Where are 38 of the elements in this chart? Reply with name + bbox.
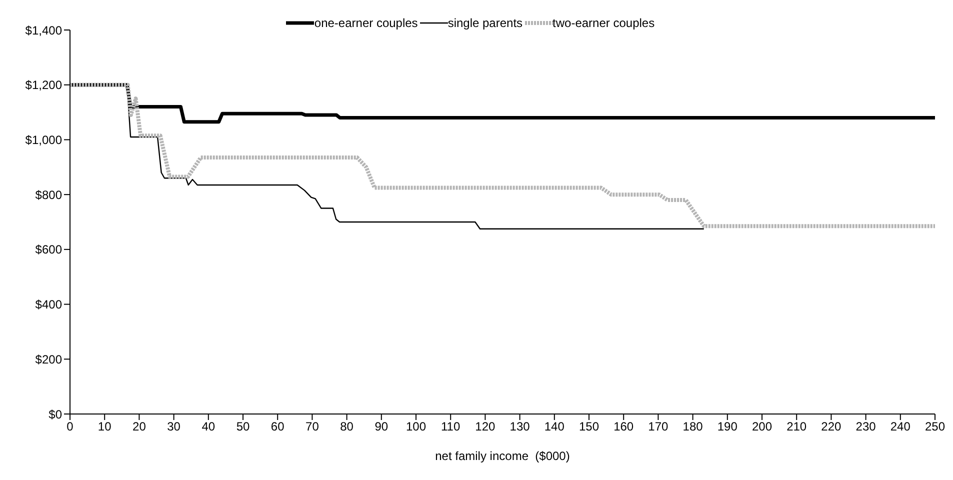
x-tick-label: 0 bbox=[66, 420, 74, 434]
x-tick-label: 250 bbox=[924, 420, 946, 434]
legend-label: two-earner couples bbox=[552, 16, 655, 30]
y-tick-label: $0 bbox=[48, 407, 62, 422]
x-tick-label: 170 bbox=[648, 420, 669, 434]
x-tick-label: 80 bbox=[340, 420, 354, 434]
y-tick-label: $1,000 bbox=[25, 132, 62, 147]
x-tick-label: 190 bbox=[717, 420, 738, 434]
x-axis-title: net family income ($000) bbox=[435, 449, 570, 463]
y-tick-label: $200 bbox=[35, 352, 62, 366]
legend-label: one-earner couples bbox=[314, 16, 418, 30]
x-tick-label: 230 bbox=[856, 420, 876, 434]
x-tick-label: 160 bbox=[614, 420, 634, 434]
y-tick-label: $400 bbox=[35, 298, 62, 312]
x-tick-label: 120 bbox=[475, 420, 496, 434]
x-tick-label: 150 bbox=[578, 420, 600, 434]
x-tick-label: 60 bbox=[270, 420, 285, 434]
x-tick-label: 10 bbox=[98, 420, 112, 434]
x-tick-label: 110 bbox=[441, 420, 460, 434]
legend-label: single parents bbox=[448, 16, 523, 30]
x-tick-label: 20 bbox=[132, 420, 146, 434]
x-tick-label: 130 bbox=[510, 420, 530, 434]
x-tick-label: 50 bbox=[236, 420, 250, 434]
y-tick-label: $800 bbox=[35, 188, 62, 202]
x-tick-label: 100 bbox=[406, 420, 426, 434]
x-tick-label: 180 bbox=[682, 420, 704, 434]
x-tick-label: 210 bbox=[786, 420, 807, 434]
y-tick-label: $600 bbox=[35, 242, 62, 257]
x-tick-label: 90 bbox=[374, 420, 388, 434]
x-tick-label: 70 bbox=[306, 420, 320, 434]
x-tick-label: 30 bbox=[167, 420, 181, 434]
x-tick-label: 240 bbox=[890, 420, 911, 434]
x-tick-label: 40 bbox=[202, 420, 216, 434]
y-tick-label: $1,200 bbox=[25, 78, 62, 92]
x-tick-label: 200 bbox=[752, 420, 772, 434]
x-tick-label: 220 bbox=[821, 420, 842, 434]
y-tick-label: $1,400 bbox=[25, 23, 62, 38]
x-tick-label: 140 bbox=[544, 420, 565, 434]
